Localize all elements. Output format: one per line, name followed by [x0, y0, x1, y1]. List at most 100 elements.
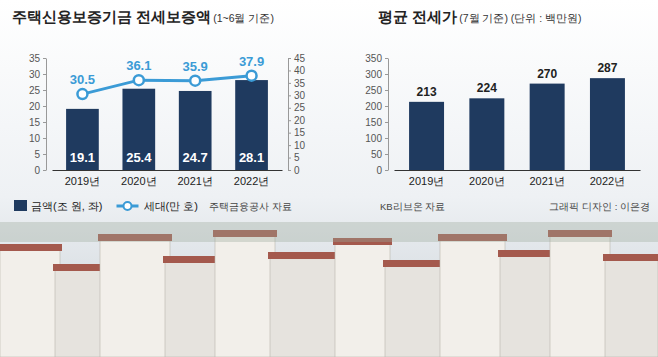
tick-mark	[43, 154, 46, 155]
background-building	[100, 240, 170, 357]
bar	[122, 89, 155, 170]
legend-swatch	[124, 202, 132, 210]
tick: 10	[29, 133, 46, 144]
axis-line	[395, 170, 641, 171]
background-building	[550, 236, 610, 357]
tick: 5	[288, 152, 300, 163]
marker	[77, 89, 87, 99]
chart: 주택신용보증기금 전세보증액(1~6월 기준)05101520253035051…	[12, 8, 306, 212]
tick: 2022년	[590, 170, 625, 187]
tick-label: 300	[365, 69, 382, 80]
axis-line	[388, 59, 389, 171]
tick: 15	[288, 127, 306, 138]
tick-mark	[385, 138, 388, 139]
background	[0, 0, 658, 357]
tick: 100	[365, 133, 388, 144]
tick-label: 2021년	[177, 175, 212, 187]
axis: 050100150200250300350	[365, 53, 388, 176]
line	[82, 76, 251, 94]
tick-label: 35	[29, 53, 41, 64]
bar	[409, 102, 444, 170]
background-building	[165, 262, 220, 357]
tick: 2019년	[409, 170, 444, 187]
tick: 2020년	[469, 170, 504, 187]
tick-label: 0	[34, 165, 40, 176]
tick-mark	[288, 170, 291, 171]
annotation: 그래픽 디자인 : 이은경	[549, 201, 650, 212]
tick-label: 2021년	[529, 175, 564, 187]
data-label: 30.5	[70, 72, 95, 87]
tick-label: 250	[365, 85, 382, 96]
axis: 051015202530354045	[288, 53, 306, 176]
background-roof	[0, 244, 62, 251]
tick-label: 2020년	[469, 175, 504, 187]
tick-label: 50	[371, 149, 383, 160]
tick: 45	[288, 53, 306, 64]
marker	[134, 75, 144, 85]
tick-label: 2022년	[590, 175, 625, 187]
tick: 30	[288, 90, 306, 101]
tick: 5	[34, 149, 46, 160]
tick: 250	[365, 85, 388, 96]
axis-line	[46, 59, 47, 171]
marker	[247, 71, 257, 81]
tick: 0	[34, 165, 46, 176]
background-building	[385, 266, 445, 357]
background-building	[605, 260, 658, 357]
tick: 0	[376, 165, 388, 176]
tick-label: 40	[294, 65, 306, 76]
tick-label: 350	[365, 53, 382, 64]
data-label: 270	[537, 67, 557, 81]
tick: 300	[365, 69, 388, 80]
tick-label: 0	[294, 165, 300, 176]
legend-label: 세대(만 호)	[144, 200, 198, 212]
tick: 10	[288, 140, 306, 151]
background-building	[500, 256, 555, 357]
tick: 350	[365, 53, 388, 64]
tick-label: 150	[365, 117, 382, 128]
tick-mark	[288, 108, 291, 109]
tick: 150	[365, 117, 388, 128]
tick-mark	[288, 95, 291, 96]
background-skyline	[0, 222, 658, 357]
tick-mark	[288, 83, 291, 84]
tick-mark	[288, 158, 291, 159]
tick: 0	[288, 165, 300, 176]
data-label: 36.1	[126, 58, 151, 73]
tick: 2021년	[529, 170, 564, 187]
tick-label: 10	[29, 133, 41, 144]
data-label: 25.4	[126, 150, 152, 165]
axis: 05101520253035	[29, 53, 47, 176]
tick-mark	[288, 70, 291, 71]
legend: 금액(조 원, 좌)세대(만 호)	[14, 200, 198, 212]
tick-label: 20	[294, 115, 306, 126]
data-label: 213	[417, 85, 437, 99]
tick: 20	[288, 115, 306, 126]
tick: 25	[29, 85, 46, 96]
background-roof	[603, 254, 658, 261]
axis-line	[53, 170, 283, 171]
tick: 2019년	[65, 170, 100, 187]
bar	[235, 80, 268, 170]
tick-label: 2020년	[121, 175, 156, 187]
data-labels: 213224270287	[417, 61, 618, 99]
tick-mark	[288, 120, 291, 121]
tick-mark	[385, 74, 388, 75]
marker	[190, 76, 200, 86]
tick-mark	[43, 90, 46, 91]
tick-mark	[385, 154, 388, 155]
annotation: KB리브온 자료	[380, 201, 445, 212]
tick: 35	[29, 53, 46, 64]
subtitle: (7월 기준) (단위 : 백만원)	[459, 12, 581, 24]
bar	[530, 84, 565, 170]
tick-label: 2019년	[409, 175, 444, 187]
tick-mark	[43, 74, 46, 75]
tick: 20	[29, 101, 46, 112]
title: 주택신용보증기금 전세보증액	[12, 8, 211, 25]
tick: 50	[371, 149, 388, 160]
tick-label: 2022년	[234, 175, 269, 187]
tick-mark	[385, 170, 388, 171]
tick-label: 25	[294, 102, 306, 113]
plot-marks	[409, 78, 625, 170]
tick-mark	[43, 122, 46, 123]
